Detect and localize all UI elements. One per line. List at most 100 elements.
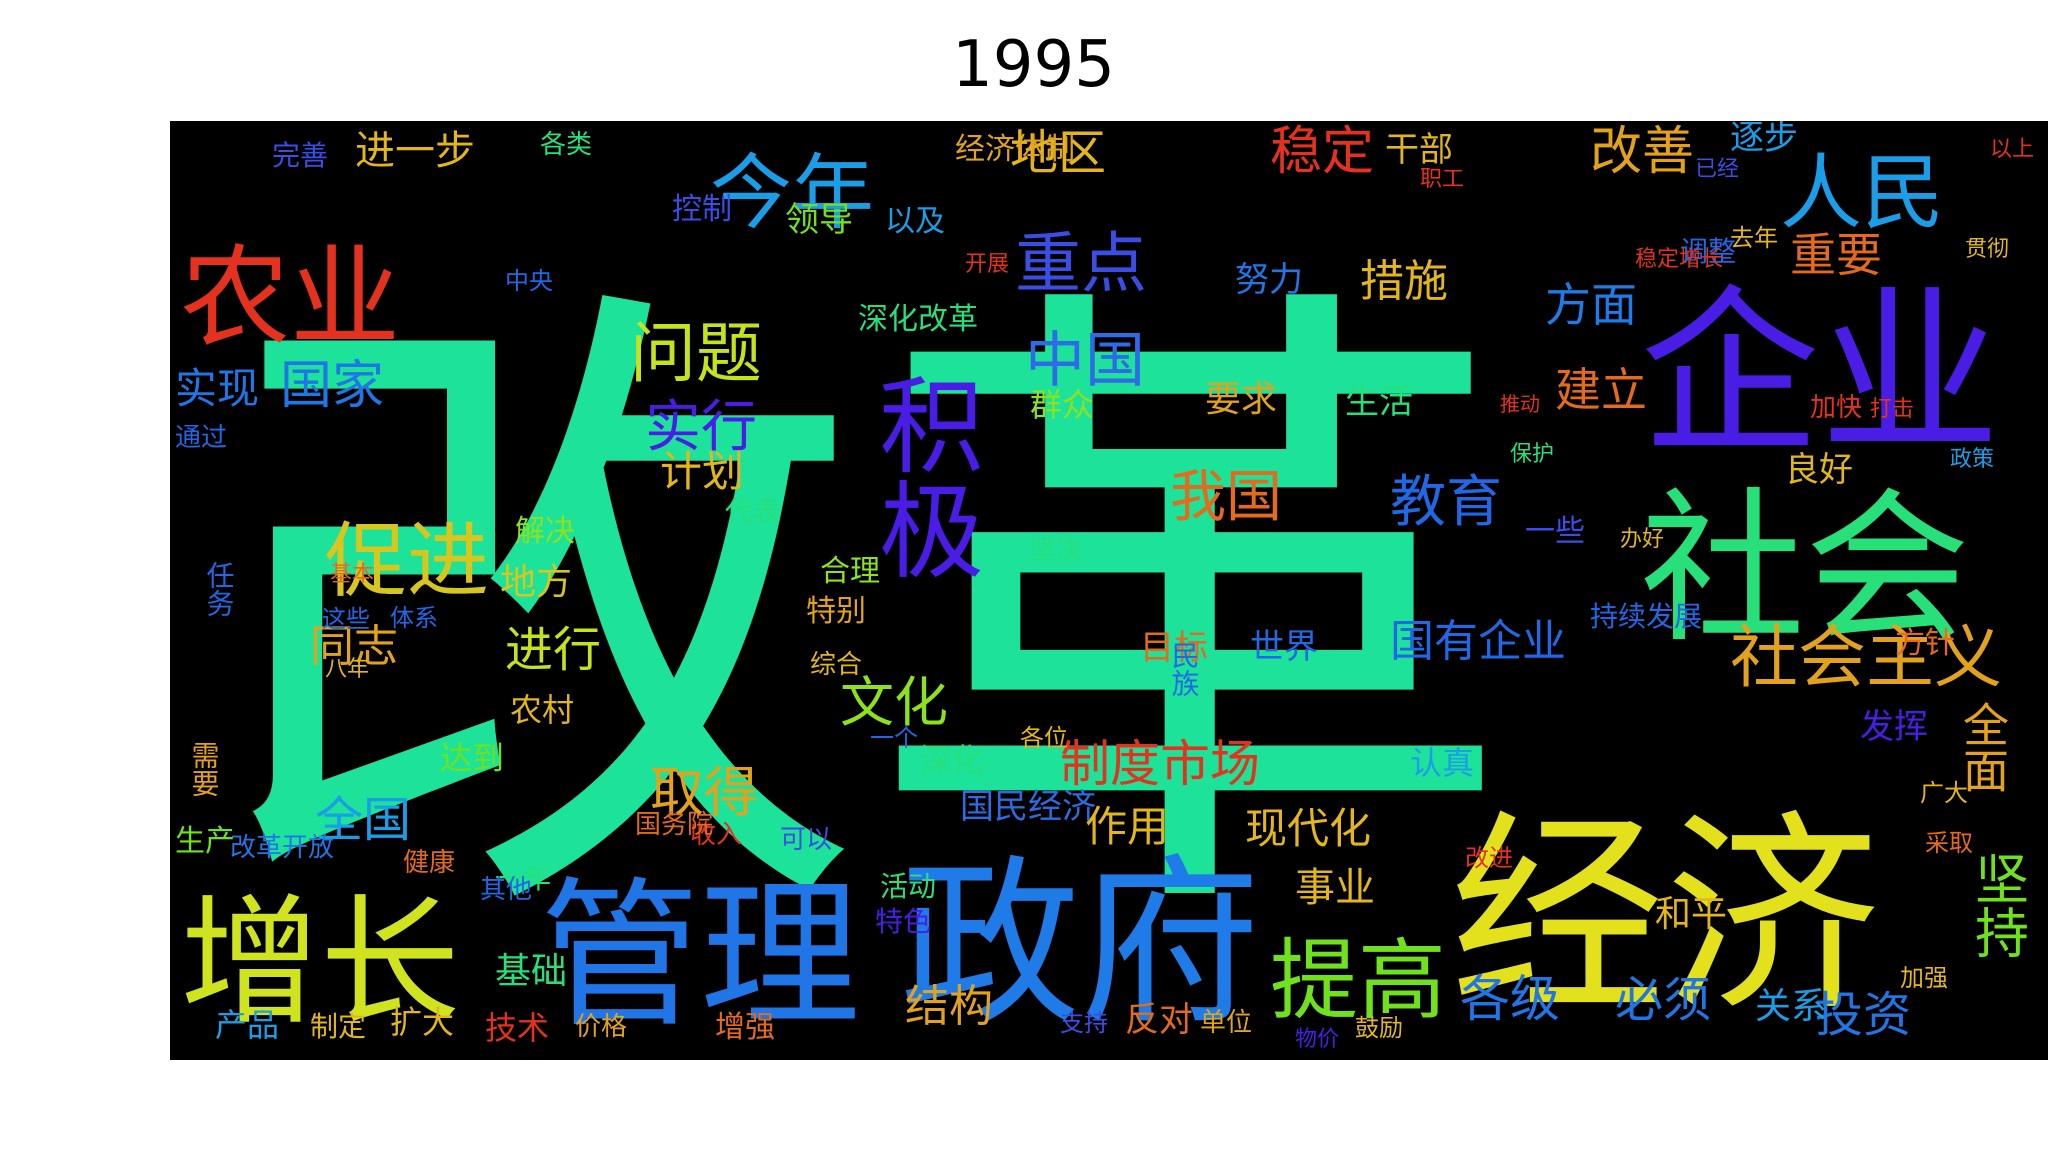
cloud-word: 反对 (1125, 1000, 1193, 1040)
cloud-word: 作用 (1085, 802, 1169, 851)
cloud-word: 基础 (495, 951, 567, 992)
cloud-word: 特色 (875, 905, 931, 938)
cloud-word: 坚决 (1030, 536, 1082, 566)
cloud-word: 贯彻 (1965, 237, 2009, 262)
cloud-word: 达到 (440, 739, 504, 777)
cloud-word: 发挥 (1860, 707, 1928, 747)
cloud-word: 农村 (510, 691, 574, 729)
cloud-word: 改革开放 (230, 833, 334, 863)
cloud-word: 其他 (480, 875, 532, 905)
cloud-word: 健康 (403, 848, 455, 878)
cloud-word: 需要 (188, 741, 221, 797)
cloud-word: 国民经济 (960, 787, 1096, 827)
cloud-word: 制定 (310, 1010, 366, 1043)
cloud-word: 问题 (630, 315, 762, 392)
cloud-word: 推动 (1500, 392, 1540, 416)
cloud-word: 政府 (900, 840, 1260, 1049)
cloud-word: 企业 (1640, 270, 2000, 479)
cloud-word: 认真 (1410, 744, 1474, 782)
cloud-word: 经济体制 (955, 132, 1075, 167)
cloud-word: 投资 (1815, 987, 1911, 1043)
cloud-word: 价格 (575, 1012, 627, 1042)
cloud-word: 关系 (1755, 986, 1827, 1027)
cloud-word: 民族 (1168, 641, 1201, 697)
cloud-word: 我国 (1170, 465, 1282, 530)
cloud-word: 一个 (870, 724, 918, 752)
cloud-word: 群众 (1030, 386, 1094, 424)
cloud-word: 社会 (1640, 473, 1970, 665)
cloud-word: 办好 (1620, 527, 1664, 552)
cloud-word: 重要 (1790, 228, 1882, 282)
cloud-word: 实现 (175, 364, 259, 413)
cloud-word: 一些 (1525, 514, 1585, 549)
chart-title: 1995 (952, 28, 1115, 102)
cloud-word: 地方 (500, 562, 572, 603)
cloud-word: 进行 (505, 622, 601, 678)
cloud-word: 制度市场 (1060, 735, 1260, 793)
cloud-word: 加强 (1900, 964, 1948, 992)
cloud-word: 进一步 (355, 128, 475, 174)
cloud-word: 收入 (690, 820, 742, 850)
cloud-word: 方针 (1895, 626, 1955, 661)
cloud-word: 国务院 (635, 810, 713, 840)
cloud-word: 打击 (1870, 397, 1914, 422)
cloud-word: 去年 (1730, 224, 1778, 252)
cloud-word: 目标 (1140, 628, 1208, 668)
cloud-word: 世界 (1250, 627, 1318, 667)
cloud-word: 事业 (1295, 865, 1375, 911)
cloud-word: 重点 (1015, 225, 1147, 302)
cloud-word: 体系 (390, 604, 438, 632)
cloud-word: 广大 (1920, 779, 1968, 807)
cloud-word: 改善 (1590, 122, 1694, 182)
cloud-word: 实行 (645, 395, 757, 460)
cloud-word: 努力 (1235, 260, 1303, 300)
cloud-word: 持续发展 (1590, 600, 1702, 633)
cloud-word: 要求 (1205, 379, 1277, 420)
cloud-word: 控制 (672, 192, 732, 227)
cloud-word: 基本 (330, 562, 374, 587)
cloud-word: 地区 (1010, 125, 1106, 181)
cloud-word: 中央 (505, 267, 553, 295)
cloud-word: 合理 (820, 554, 880, 589)
cloud-word: 增强 (715, 1010, 775, 1045)
cloud-word: 以及 (885, 204, 945, 239)
cloud-word: 中国 (1025, 326, 1145, 396)
cloud-word: 今年 (710, 146, 874, 241)
cloud-word: 通过 (175, 423, 227, 453)
cloud-word: 职工 (1420, 167, 1464, 192)
cloud-word: 调整 (1680, 235, 1736, 268)
cloud-word: 产品 (215, 1006, 279, 1044)
cloud-word: 单位 (1200, 1008, 1252, 1038)
cloud-word: 鼓励 (1355, 1014, 1403, 1042)
cloud-word: 改革 (215, 239, 1515, 995)
cloud-word: 领导 (785, 200, 853, 240)
cloud-word: 文化 (840, 671, 948, 734)
cloud-word: 技术 (485, 1009, 549, 1047)
cloud-word: 物价 (1295, 1027, 1339, 1052)
cloud-word: 必须 (1615, 972, 1711, 1028)
cloud-word: 支持 (1060, 1009, 1108, 1037)
cloud-word: 农业 (180, 234, 400, 362)
cloud-word: 各级 (1460, 970, 1560, 1028)
cloud-word: 管理 (540, 862, 860, 1049)
cloud-word: 政策 (1950, 447, 1994, 472)
cloud-word: 坚持 (1966, 851, 2029, 959)
cloud-word: 社会主义 (1730, 619, 2002, 698)
cloud-word: 各类 (540, 130, 592, 160)
cloud-word: 全国 (315, 792, 411, 848)
cloud-word: 八年 (325, 657, 369, 682)
cloud-word: 解决 (515, 514, 575, 549)
cloud-word: 这些 (322, 605, 370, 633)
cloud-word: 改进 (1465, 844, 1513, 872)
cloud-word: 开展 (965, 252, 1009, 277)
cloud-word: 各位 (1020, 724, 1068, 752)
cloud-word: 和平 (1655, 894, 1727, 935)
cloud-word: 结构 (905, 981, 993, 1032)
cloud-word: 教育 (1390, 470, 1502, 535)
word-cloud: 改革 经济 政府 管理 企业 社会 积极 增长 农业 今年 人民 提高 促进 社会主义 制度市场 问题 重点 中国… (170, 121, 2048, 1060)
cloud-word: 良好 (1785, 450, 1853, 490)
cloud-word: 稳定增长 (1635, 247, 1723, 272)
cloud-word: 提高 (1270, 929, 1446, 1032)
cloud-word: 深化改革 (858, 302, 978, 337)
